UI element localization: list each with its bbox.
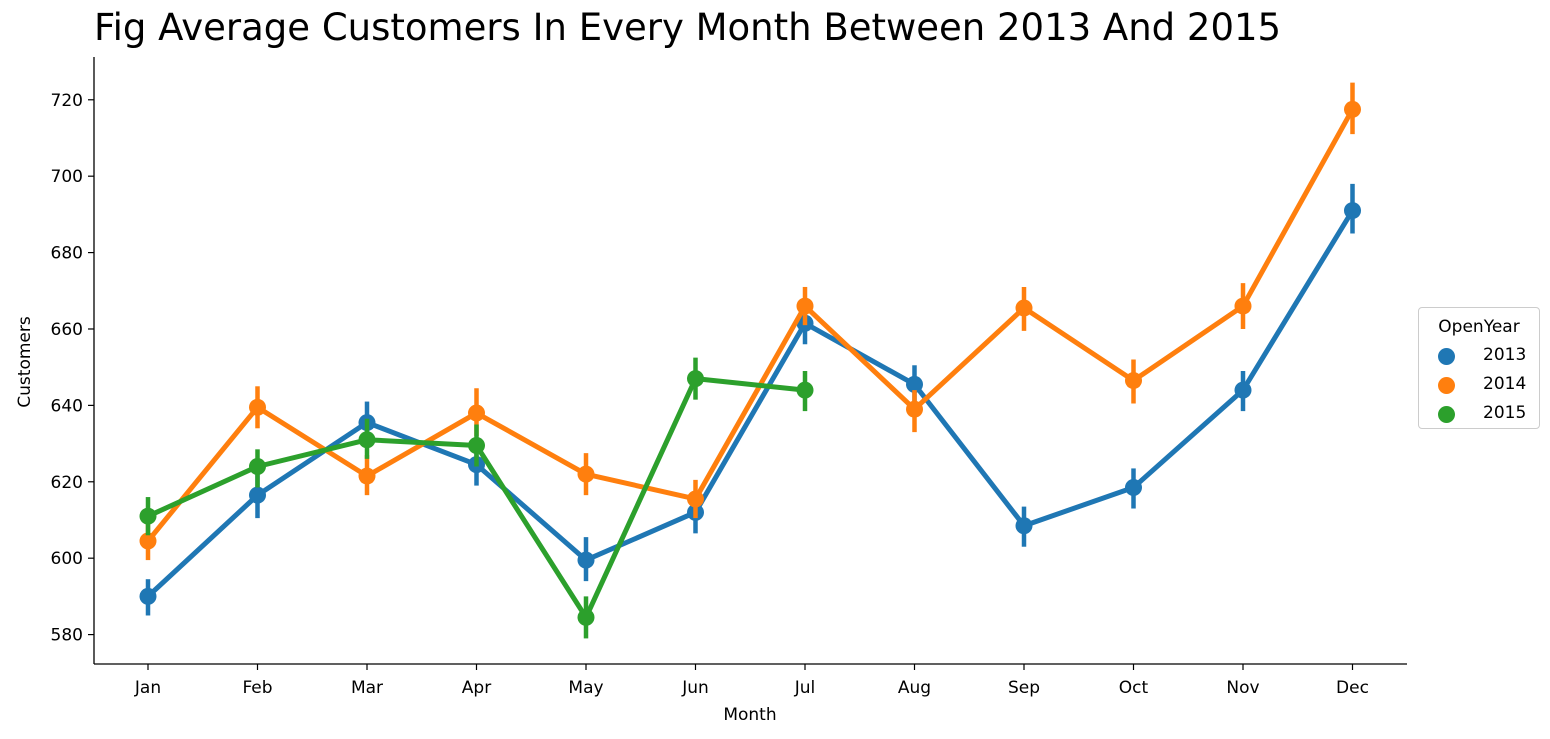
data-point xyxy=(139,507,157,525)
x-tick-label: Nov xyxy=(1226,678,1259,698)
data-point xyxy=(139,532,157,550)
y-tick-label: 680 xyxy=(51,244,83,264)
legend-item-2014: 2014 xyxy=(1419,373,1539,397)
series-line-2014 xyxy=(146,108,1355,543)
y-tick-label: 640 xyxy=(51,396,83,416)
data-point xyxy=(139,587,157,605)
data-point xyxy=(358,467,376,485)
x-tick-label: Oct xyxy=(1119,678,1149,698)
data-point xyxy=(1015,517,1033,535)
y-tick-label: 620 xyxy=(51,473,83,493)
y-tick-label: 600 xyxy=(51,549,83,569)
data-point xyxy=(796,381,814,399)
legend-marker xyxy=(1438,406,1455,423)
data-point xyxy=(358,431,376,449)
data-point xyxy=(796,297,814,315)
data-point xyxy=(1344,100,1361,118)
legend-label: 2013 xyxy=(1483,345,1527,365)
series-2013 xyxy=(139,183,1361,616)
x-tick-label: Apr xyxy=(462,678,491,698)
data-point xyxy=(249,398,266,416)
data-point xyxy=(1234,297,1252,315)
legend-item-2013: 2013 xyxy=(1419,344,1539,368)
data-point xyxy=(1125,479,1142,497)
x-tick-label: Feb xyxy=(242,678,272,698)
data-point xyxy=(249,486,266,504)
axes: 580 600 620 640 660 680 700 720 Jan Feb Mar Apr May J… xyxy=(51,57,1407,698)
data-point xyxy=(1015,299,1033,317)
series-line-2013 xyxy=(146,209,1355,599)
x-tick-label: Aug xyxy=(898,678,931,698)
legend-marker xyxy=(1438,348,1455,365)
x-tick-label: May xyxy=(568,678,603,698)
data-point xyxy=(906,400,923,418)
data-point xyxy=(577,608,595,626)
y-tick-label: 720 xyxy=(51,91,83,111)
data-point xyxy=(687,490,704,508)
data-point xyxy=(249,458,266,476)
data-point xyxy=(906,375,923,393)
legend-marker xyxy=(1438,377,1455,394)
data-point xyxy=(577,465,595,483)
data-point xyxy=(1125,372,1142,390)
legend-title: OpenYear xyxy=(1438,317,1520,337)
x-tick-label: Jul xyxy=(794,678,816,698)
series-2014 xyxy=(139,82,1361,561)
legend: OpenYear 2013 2014 2015 xyxy=(1418,307,1540,429)
y-tick-label: 660 xyxy=(51,320,83,340)
series-layer xyxy=(139,82,1361,639)
data-point xyxy=(687,370,704,388)
x-tick-label: Jun xyxy=(681,678,709,698)
data-point xyxy=(468,404,485,422)
x-tick-label: Jan xyxy=(134,678,161,698)
chart-title: Fig Average Customers In Every Month Bet… xyxy=(94,6,1282,49)
legend-label: 2015 xyxy=(1483,403,1527,423)
legend-item-2015: 2015 xyxy=(1419,402,1539,426)
y-axis-label: Customers xyxy=(15,316,35,408)
y-tick-label: 700 xyxy=(51,167,83,187)
data-point xyxy=(577,551,595,569)
x-tick-label: Dec xyxy=(1336,678,1369,698)
x-axis-label: Month xyxy=(723,705,776,725)
data-point xyxy=(1344,202,1361,220)
x-tick-label: Mar xyxy=(351,678,383,698)
legend-label: 2014 xyxy=(1483,374,1527,394)
data-point xyxy=(1234,381,1252,399)
x-tick-label: Sep xyxy=(1008,678,1040,698)
y-tick-label: 580 xyxy=(51,626,83,646)
data-point xyxy=(468,436,485,454)
series-2015 xyxy=(139,357,814,639)
